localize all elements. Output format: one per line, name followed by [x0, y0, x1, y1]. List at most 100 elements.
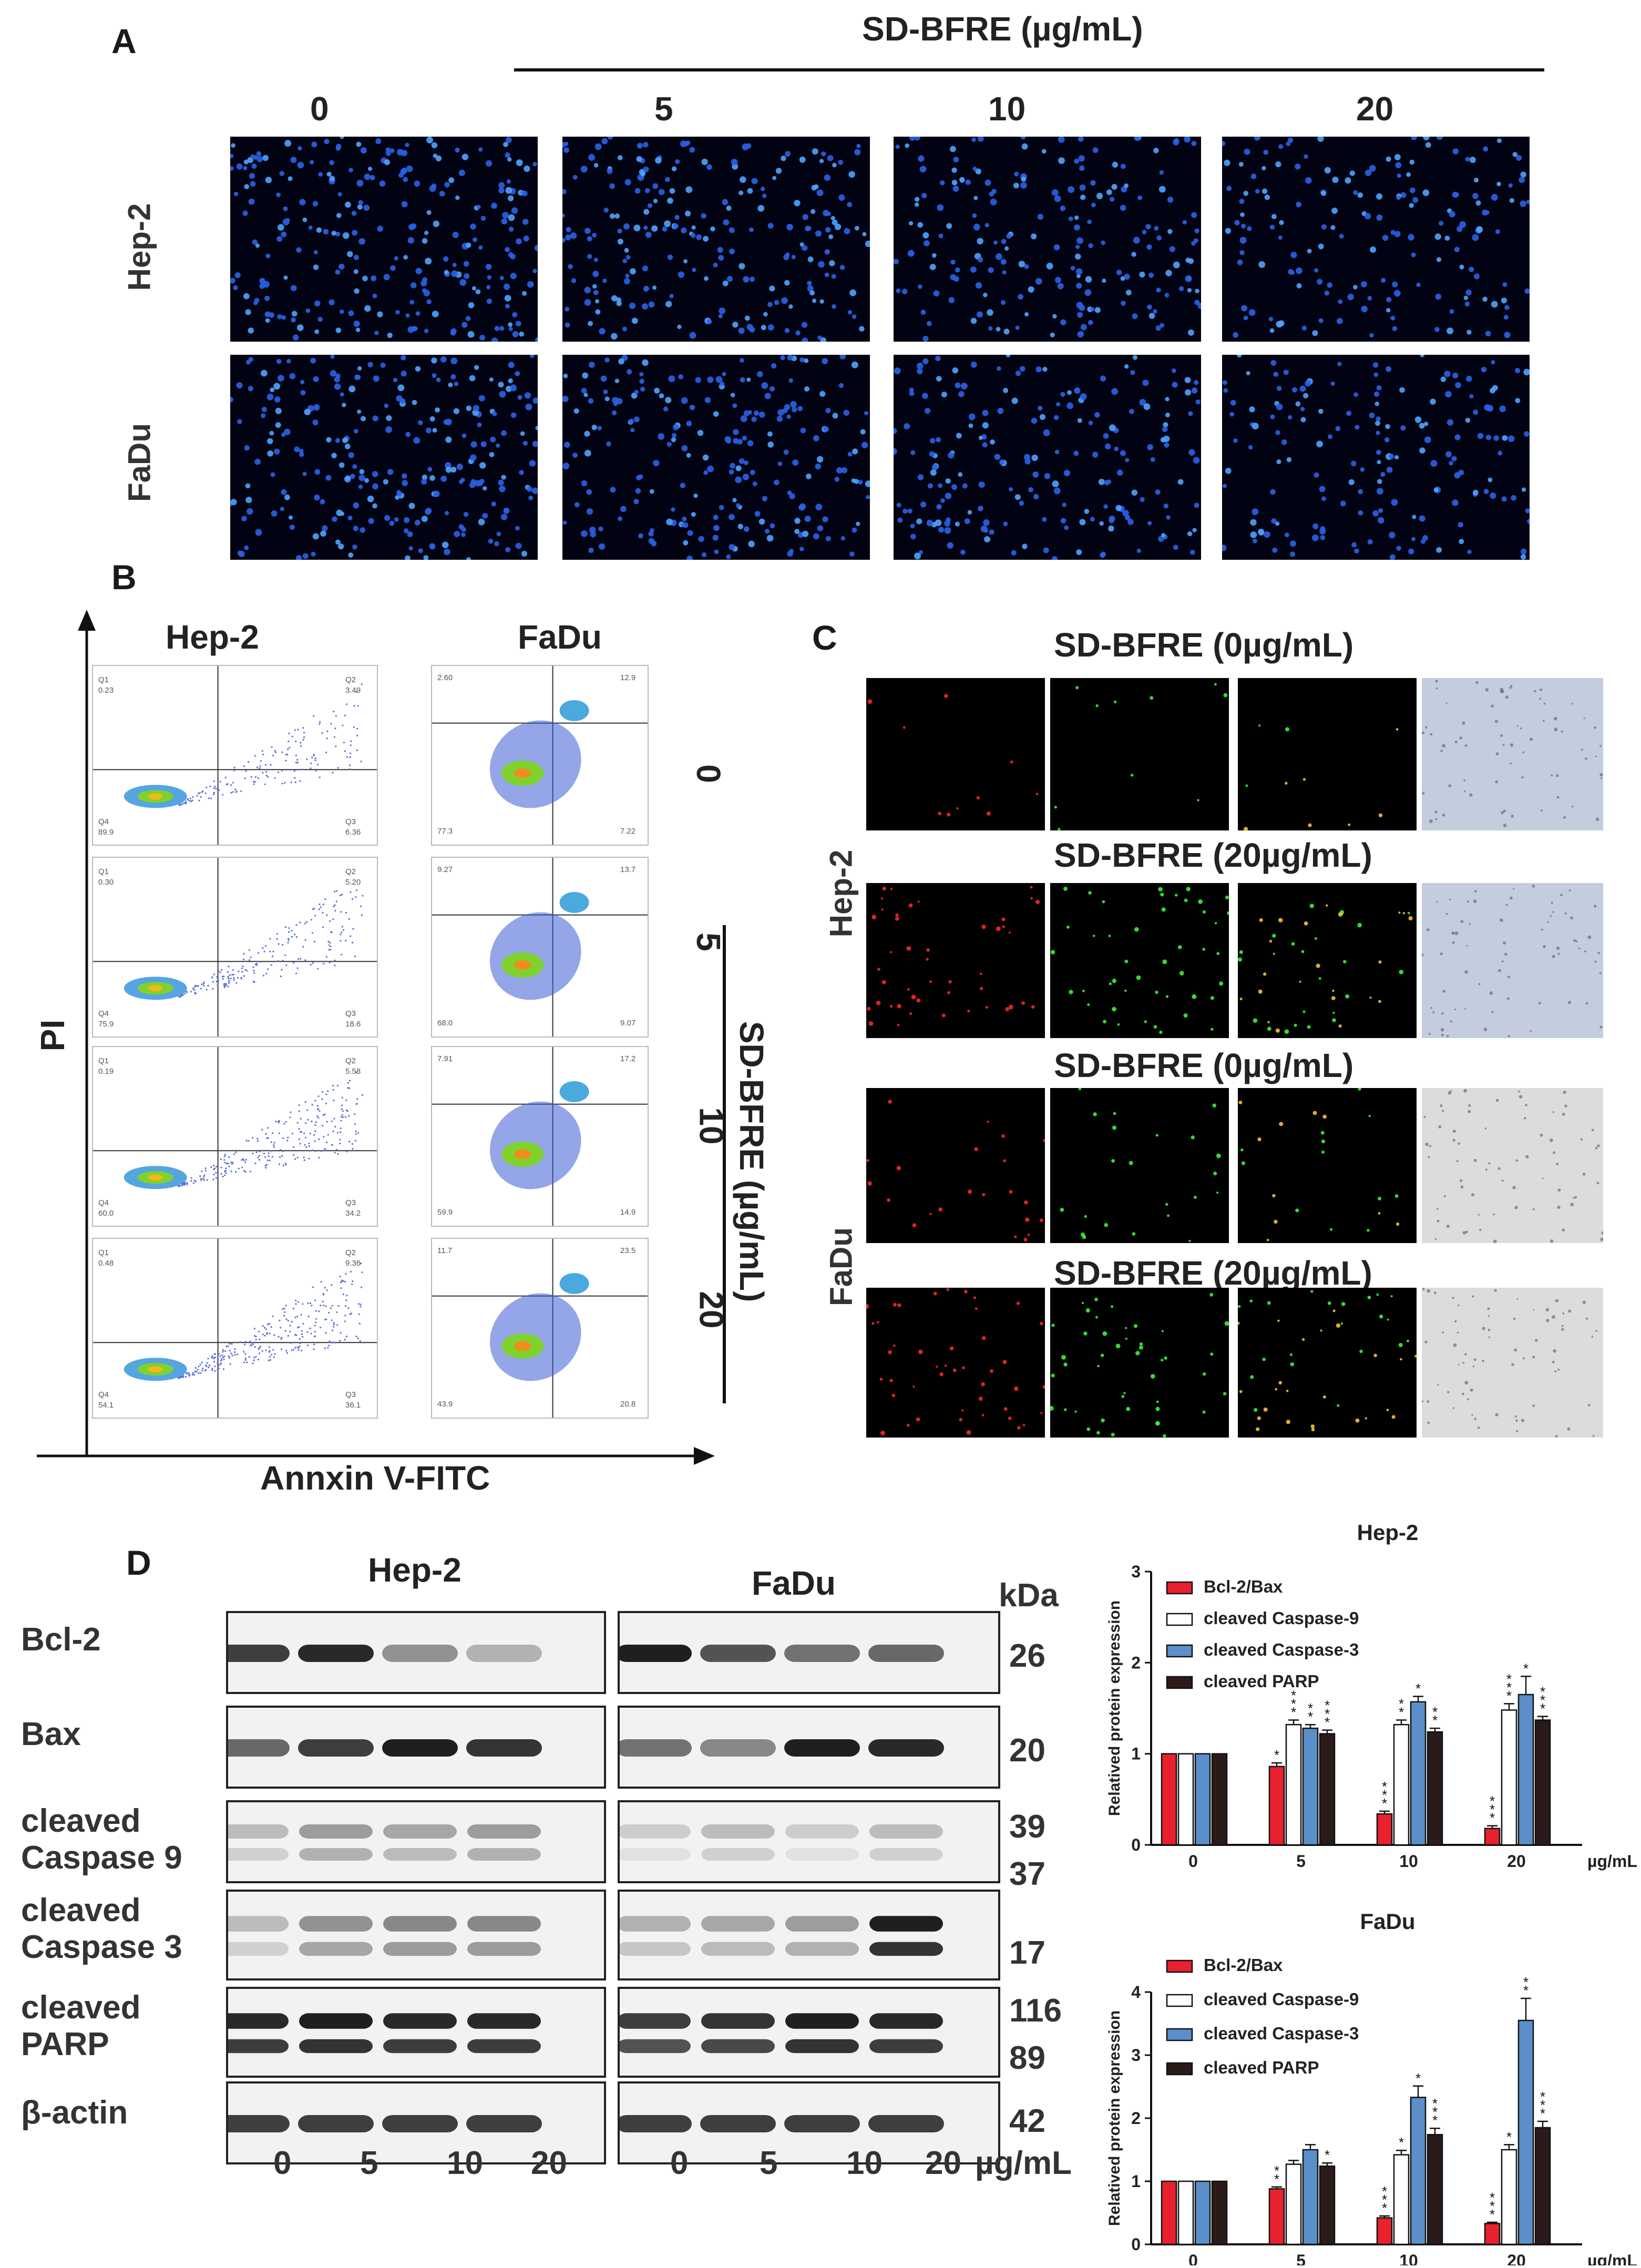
- event-dot: [271, 1155, 274, 1158]
- nucleus: [1287, 137, 1294, 143]
- nucleus: [418, 420, 423, 425]
- nucleus: [471, 286, 477, 291]
- nucleus: [529, 353, 535, 358]
- stain-spot: [1088, 891, 1092, 895]
- nuclei-pattern: [228, 353, 540, 562]
- nucleus: [674, 214, 680, 220]
- event-dot: [319, 723, 321, 725]
- nucleus: [1316, 440, 1323, 448]
- nucleus: [675, 159, 680, 165]
- bar-0-3: [1484, 2223, 1501, 2245]
- cell-dot: [1436, 901, 1438, 903]
- event-dot: [303, 1159, 305, 1161]
- quadrant-ul: 7.91: [437, 1054, 453, 1063]
- event-dot: [336, 1085, 339, 1087]
- nucleus: [360, 416, 366, 422]
- nucleus: [1419, 447, 1425, 454]
- quadrant-lr: 9.07: [620, 1019, 636, 1028]
- nucleus: [1447, 419, 1454, 426]
- event-dot: [289, 1325, 291, 1327]
- cell-dot: [1491, 1011, 1494, 1013]
- nucleus: [1312, 330, 1318, 336]
- event-dot: [264, 945, 267, 947]
- nucleus: [1024, 264, 1029, 269]
- nucleus: [637, 142, 643, 149]
- stain-spot: [871, 915, 877, 920]
- event-dot: [256, 766, 258, 768]
- nucleus: [430, 544, 435, 550]
- event-dot: [204, 1167, 207, 1169]
- event-dot: [192, 796, 194, 798]
- quadrant-name-q1: Q1: [98, 1056, 109, 1065]
- event-dot: [337, 1305, 340, 1307]
- nucleus: [256, 151, 262, 157]
- nucleus: [1484, 404, 1491, 411]
- stain-spot: [1084, 1215, 1088, 1218]
- cell-dot: [1502, 744, 1505, 746]
- nucleus: [1372, 510, 1379, 517]
- cell-dot: [1468, 1104, 1471, 1107]
- event-dot: [270, 764, 272, 766]
- nucleus: [1039, 414, 1045, 420]
- stain-spot: [889, 1004, 893, 1008]
- nucleus: [1234, 220, 1240, 225]
- nucleus: [581, 530, 588, 537]
- event-dot: [201, 791, 203, 793]
- stain-spot: [1081, 1301, 1084, 1305]
- stain-spot: [1159, 1030, 1163, 1034]
- band-lower: [467, 2039, 541, 2054]
- stain-spot: [1257, 1416, 1261, 1420]
- cell-dot: [1510, 762, 1512, 765]
- event-dot: [184, 1376, 187, 1378]
- nucleus: [588, 321, 593, 326]
- significance-star: *: [1308, 1700, 1313, 1716]
- nucleus: [1038, 405, 1043, 411]
- nucleus: [505, 304, 510, 309]
- event-dot: [203, 1176, 205, 1178]
- stain-spot: [1212, 1103, 1217, 1108]
- nucleus: [671, 507, 675, 512]
- nucleus: [817, 525, 824, 531]
- event-dot: [213, 792, 215, 794]
- nucleus: [1358, 510, 1363, 516]
- nucleus: [478, 147, 483, 152]
- event-dot: [262, 1333, 264, 1336]
- event-dot: [230, 1352, 232, 1354]
- stain-spot: [1406, 1339, 1410, 1342]
- significance-star: *: [1523, 1974, 1529, 1990]
- nucleus: [633, 499, 639, 505]
- nucleus: [864, 411, 869, 416]
- cell-dot: [1568, 889, 1571, 891]
- nucleus: [795, 330, 801, 336]
- nucleus: [655, 157, 662, 164]
- nucleus: [591, 424, 597, 430]
- stain-spot: [967, 1189, 972, 1194]
- stain-spot: [1027, 1233, 1030, 1236]
- cell-dot: [1543, 702, 1546, 705]
- nucleus: [1458, 522, 1463, 528]
- nucleus: [819, 159, 824, 163]
- cell-dot: [1427, 1400, 1430, 1403]
- nucleus: [243, 166, 248, 171]
- nucleus: [851, 361, 858, 368]
- nucleus: [1058, 157, 1065, 165]
- cell-dot: [1594, 905, 1597, 908]
- event-dot: [190, 1180, 192, 1182]
- nucleus: [861, 442, 868, 449]
- cell-dot: [1488, 1329, 1491, 1331]
- nucleus: [572, 175, 578, 180]
- nucleus: [469, 375, 476, 382]
- event-dot: [258, 1155, 260, 1157]
- stain-spot: [1216, 1191, 1219, 1194]
- nucleus: [529, 460, 536, 467]
- nucleus: [693, 494, 698, 498]
- nucleus: [593, 258, 598, 262]
- nucleus: [951, 484, 958, 490]
- nucleus: [1433, 487, 1439, 492]
- nucleus: [1255, 189, 1260, 194]
- stain-spot: [1214, 922, 1217, 925]
- micrograph-r0-c0: [229, 135, 541, 344]
- blot-L-5: [226, 2081, 606, 2164]
- event-dot: [359, 1340, 361, 1342]
- nucleus: [669, 188, 675, 194]
